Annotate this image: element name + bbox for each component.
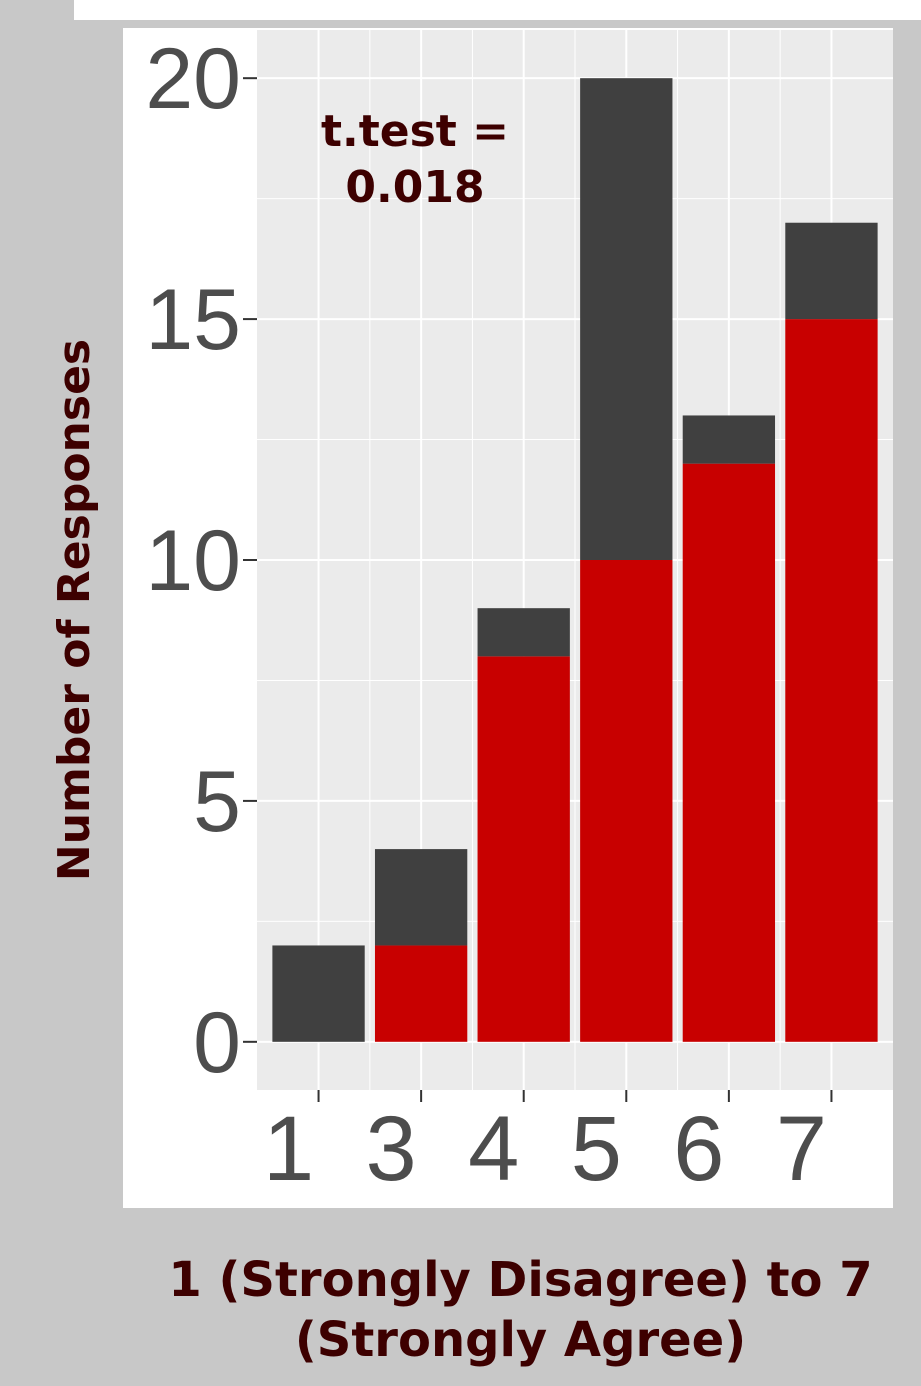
bar-7-segment-2 <box>785 222 878 320</box>
top-white-strip <box>74 0 921 20</box>
x-tick-label: 7 <box>776 1098 827 1200</box>
x-tick-label: 4 <box>468 1098 519 1200</box>
y-tick-label: 5 <box>193 754 241 850</box>
x-tick-label: 6 <box>673 1098 724 1200</box>
y-tick-label: 15 <box>145 272 241 368</box>
annotation-line-2: 0.018 <box>345 162 484 213</box>
y-tick-label: 10 <box>145 513 241 609</box>
bar-6-segment-2 <box>682 415 776 464</box>
bar-5-segment-1 <box>580 560 673 1042</box>
annotation-line-1: t.test = <box>321 106 509 157</box>
y-axis-ticks: 0 5 10 15 20 <box>145 31 257 1091</box>
bar-4-segment-1 <box>477 656 570 1042</box>
x-axis-label: 1 (Strongly Disagree) to 7 (Strongly Agr… <box>168 1252 873 1368</box>
x-tick-label: 3 <box>366 1098 417 1200</box>
x-tick-label: 1 <box>263 1098 314 1200</box>
x-tick-label: 5 <box>571 1098 622 1200</box>
bar-6-segment-1 <box>682 463 776 1042</box>
y-tick-label: 20 <box>145 31 241 127</box>
y-axis-label: Number of Responses <box>49 338 100 882</box>
bar-1-segment-2 <box>272 945 365 1042</box>
bar-5-segment-2 <box>580 78 673 560</box>
bar-7-segment-1 <box>785 319 878 1042</box>
bar-3-segment-1 <box>374 945 468 1042</box>
bar-3-segment-2 <box>374 849 468 946</box>
bar-4-segment-2 <box>477 608 570 657</box>
y-tick-label: 0 <box>193 995 241 1091</box>
bars <box>272 78 878 1042</box>
